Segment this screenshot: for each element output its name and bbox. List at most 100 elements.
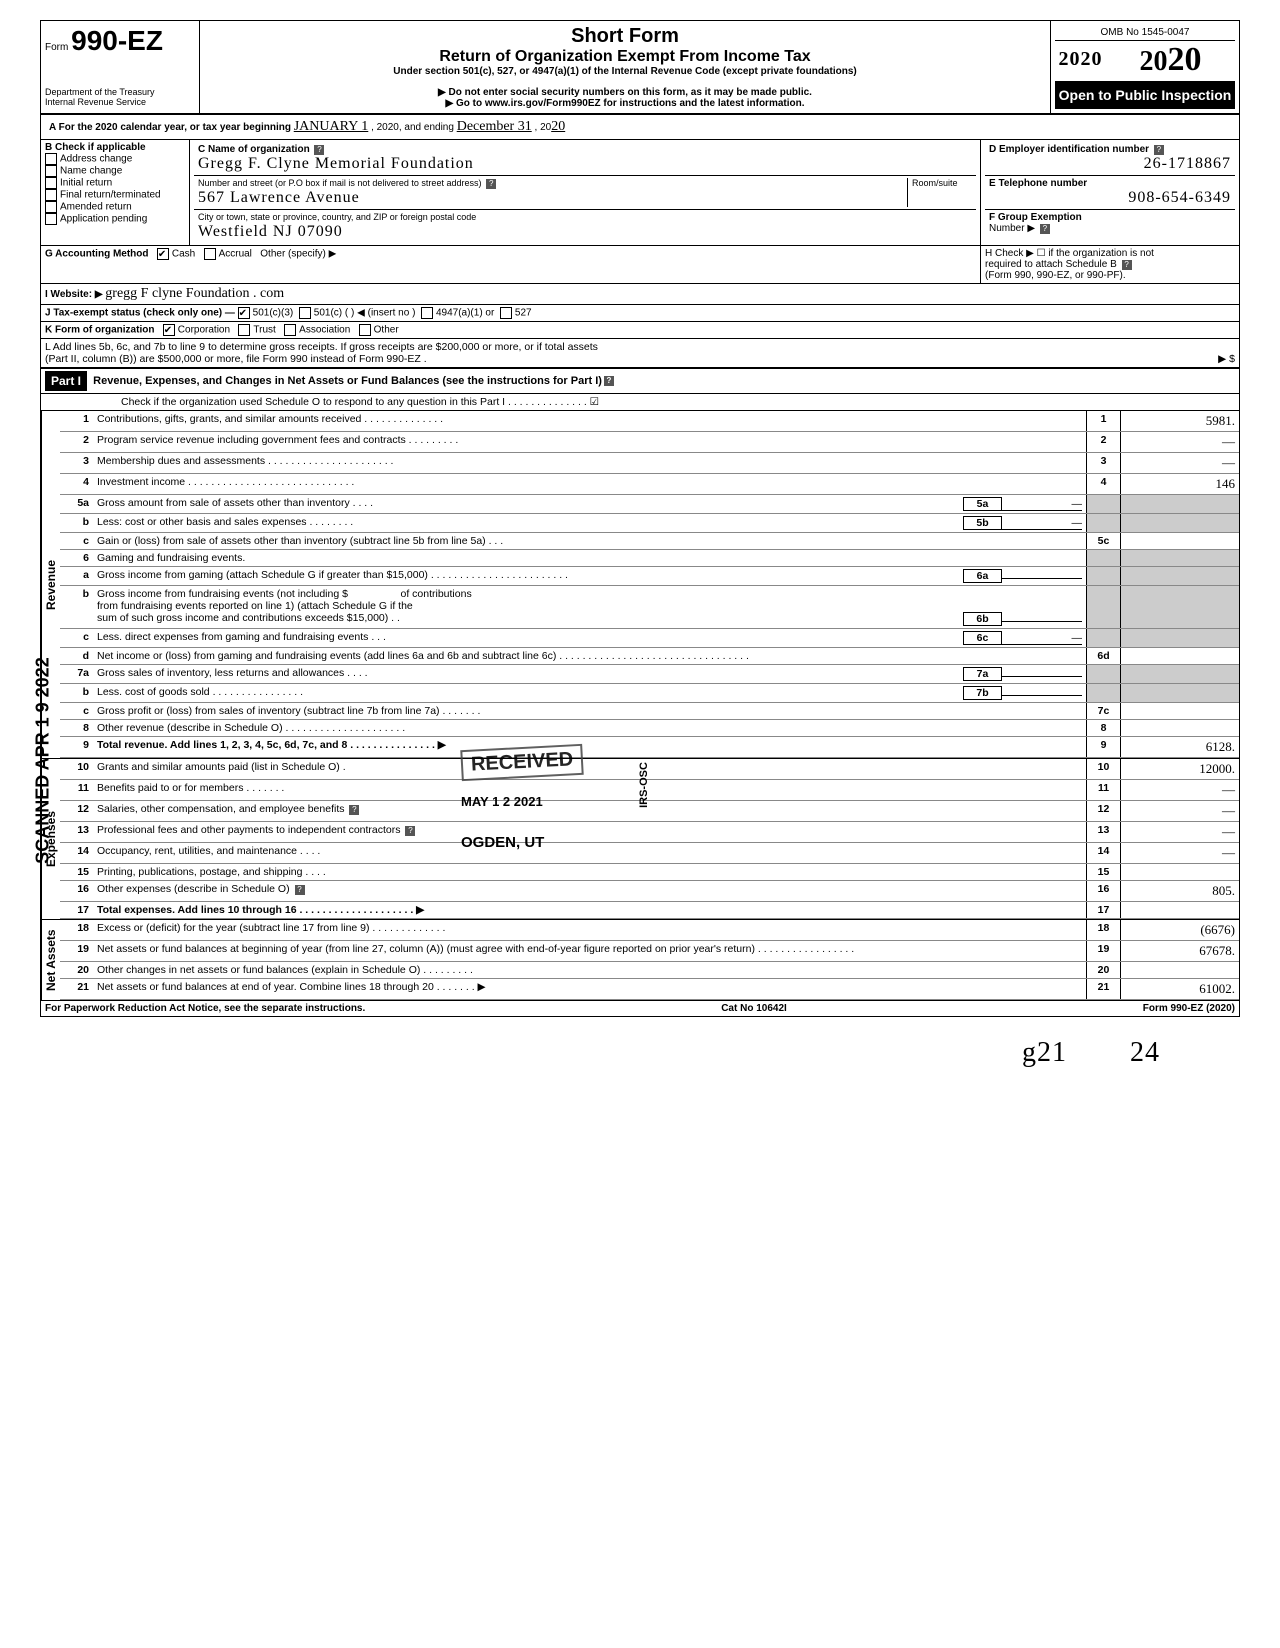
check-4947[interactable] [421,307,433,319]
row-c-label: C Name of organization [198,144,310,155]
help-icon: ? [349,805,359,815]
k-corp: Corporation [178,325,230,336]
side-revenue: Revenue [41,411,60,758]
form-label: Form [45,42,68,53]
help-icon: ? [314,145,324,155]
tax-year-end-yr: 20 [551,119,565,134]
check-name-change[interactable] [45,165,57,177]
j-501c: 501(c) ( [314,308,348,319]
row-l-arrow: ▶ $ [1218,353,1235,365]
website-value: gregg F clyne Foundation . com [105,286,284,301]
tax-year-begin: JANUARY 1 [294,119,369,134]
stamp-irsosc: IRS-OSC [638,762,650,808]
hand-year: 2020 [1059,48,1103,70]
part1-check: Check if the organization used Schedule … [41,394,1239,411]
org-city: Westfield NJ 07090 [198,223,343,240]
opt-accrual: Accrual [219,249,252,260]
dept-treasury: Department of the Treasury [45,87,195,97]
side-expenses: Expenses [41,759,60,919]
help-icon: ? [604,376,614,386]
addr-label: Number and street (or P.O box if mail is… [198,178,481,188]
opt-initial-return: Initial return [60,178,112,189]
k-trust: Trust [253,325,275,336]
omb-number: OMB No 1545-0047 [1055,25,1235,41]
tax-year-end: December 31 [457,119,532,134]
check-address-change[interactable] [45,153,57,165]
k-assoc: Association [299,325,350,336]
ssn-warning: ▶ Do not enter social security numbers o… [208,87,1042,98]
side-net-assets: Net Assets [41,920,60,1000]
help-icon: ? [1040,224,1050,234]
row-j-label: J Tax-exempt status (check only one) — [45,308,235,319]
form-number: 990-EZ [71,25,163,56]
check-corp[interactable]: ✔ [163,324,175,336]
j-527: 527 [515,308,532,319]
city-label: City or town, state or province, country… [198,212,476,222]
goto-url: ▶ Go to www.irs.gov/Form990EZ for instru… [208,98,1042,109]
opt-cash: Cash [172,249,195,260]
opt-name-change: Name change [60,166,122,177]
opt-app-pending: Application pending [60,214,147,225]
open-to-public: Open to Public Inspection [1055,81,1235,109]
part1-title: Part I [45,371,87,391]
footer-mid: Cat No 10642I [721,1003,787,1014]
ein-value: 26-1718867 [1144,155,1231,173]
org-name: Gregg F. Clyne Memorial Foundation [198,155,474,172]
help-icon: ? [1154,145,1164,155]
opt-other-specify: Other (specify) ▶ [260,249,336,260]
check-501c[interactable] [299,307,311,319]
bottom-hand-b: 24 [1130,1037,1160,1068]
org-address: 567 Lawrence Avenue [198,189,360,206]
j-501c3: 501(c)(3) [253,308,294,319]
check-trust[interactable] [238,324,250,336]
form-title: Short Form [208,25,1042,48]
footer-left: For Paperwork Reduction Act Notice, see … [45,1003,365,1014]
row-l-l2: (Part II, column (B)) are $500,000 or mo… [45,353,427,365]
opt-address-change: Address change [60,154,132,165]
under-section: Under section 501(c), 527, or 4947(a)(1)… [208,66,1042,77]
footer-right: Form 990-EZ (2020) [1143,1003,1235,1014]
row-f-label: F Group Exemption [989,212,1082,223]
row-g-label: G Accounting Method [45,249,149,260]
help-icon: ? [405,826,415,836]
check-501c3[interactable]: ✔ [238,307,250,319]
received-stamp: RECEIVED [460,744,584,781]
row-d-label: D Employer identification number [989,144,1149,155]
row-b-label: B Check if applicable [45,142,146,153]
check-final-return[interactable] [45,189,57,201]
form-subtitle: Return of Organization Exempt From Incom… [208,48,1042,66]
k-other: Other [374,325,399,336]
row-a-mid: , 2020, and ending [371,122,454,133]
check-assoc[interactable] [284,324,296,336]
row-h-l2: required to attach Schedule B [985,259,1117,270]
help-icon: ? [486,179,496,189]
check-amended[interactable] [45,201,57,213]
part1-heading: Revenue, Expenses, and Changes in Net As… [93,375,602,387]
stamp-date: MAY 1 2 2021 [461,794,543,809]
check-app-pending[interactable] [45,213,57,225]
check-other[interactable] [359,324,371,336]
revenue-table: 1Contributions, gifts, grants, and simil… [60,411,1239,758]
help-icon: ? [295,885,305,895]
opt-final-return: Final return/terminated [60,190,161,201]
check-cash[interactable]: ✔ [157,248,169,260]
bottom-hand-a: g21 [1022,1037,1067,1068]
row-i-label: I Website: ▶ [45,289,103,300]
help-icon: ? [1122,260,1132,270]
row-e-label: E Telephone number [989,178,1087,189]
row-l-label: L Add lines 5b, 6c, and 7b to line 9 to … [45,341,598,353]
row-f-number: Number ▶ [989,223,1035,234]
room-label: Room/suite [912,178,958,188]
j-insert: ) ◀ (insert no ) [351,308,415,319]
j-4947: 4947(a)(1) or [436,308,494,319]
check-initial-return[interactable] [45,177,57,189]
check-accrual[interactable] [204,248,216,260]
row-a-y2: , 20 [535,122,552,133]
row-k-label: K Form of organization [45,325,154,336]
net-assets-table: 18Excess or (deficit) for the year (subt… [60,920,1239,1000]
row-h-l3: (Form 990, 990-EZ, or 990-PF). [985,270,1126,281]
row-a-label: A For the 2020 calendar year, or tax yea… [49,122,291,133]
row-h-label: H Check ▶ ☐ if the organization is not [985,248,1154,259]
check-527[interactable] [500,307,512,319]
irs-label: Internal Revenue Service [45,97,195,107]
